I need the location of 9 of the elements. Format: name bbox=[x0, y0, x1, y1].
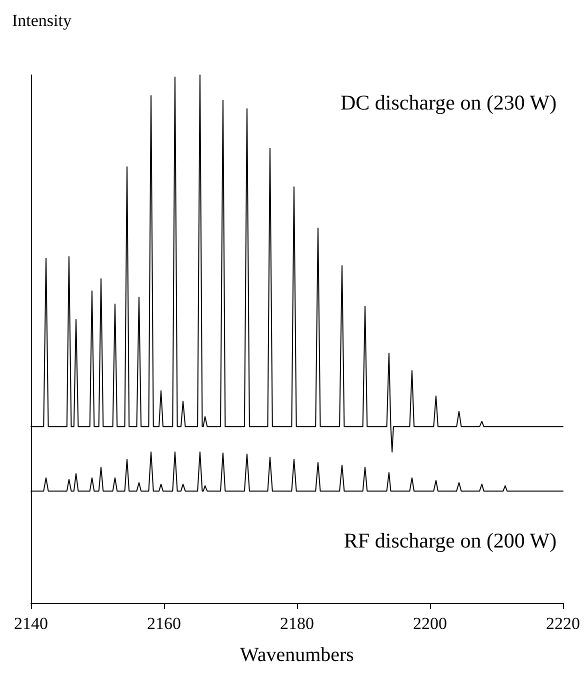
x-tick-label: 2160 bbox=[147, 614, 181, 633]
annotation: DC discharge on (230 W) bbox=[340, 90, 557, 114]
annotation: RF discharge on (200 W) bbox=[344, 528, 557, 552]
x-tick-label: 2200 bbox=[413, 614, 447, 633]
x-axis-title: Wavenumbers bbox=[240, 644, 354, 666]
x-tick-label: 2180 bbox=[280, 614, 314, 633]
x-tick-label: 2220 bbox=[546, 614, 580, 633]
x-tick-label: 2140 bbox=[14, 614, 48, 633]
y-axis-title: Intensity bbox=[12, 11, 72, 30]
